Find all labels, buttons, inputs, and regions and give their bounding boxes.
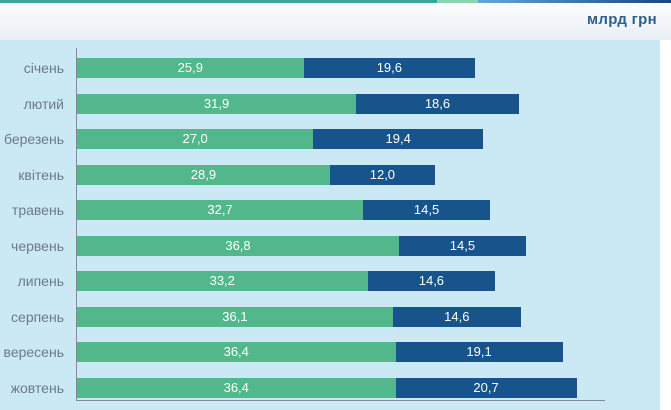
- bar-row: червень 36,8 14,5: [0, 235, 660, 256]
- bar-segment-dark-blue: 12,0: [329, 164, 435, 185]
- category-label: червень: [11, 237, 64, 254]
- category-label: жовтень: [10, 379, 64, 396]
- bar-row: вересень 36,4 19,1: [0, 342, 660, 363]
- bar-value-label: 14,5: [413, 202, 440, 218]
- bar-segment-dark-blue: 19,1: [395, 342, 563, 363]
- category-label: вересень: [3, 344, 64, 361]
- bar-row: серпень 36,1 14,6: [0, 306, 660, 327]
- bar-segment-green: 33,2: [77, 271, 368, 292]
- top-accent-line: [0, 0, 671, 3]
- bar-segment-dark-blue: 19,6: [303, 58, 476, 78]
- category-label: березень: [4, 131, 64, 148]
- bar-value-label: 36,1: [222, 308, 248, 324]
- bar-value-label: 31,9: [203, 95, 230, 111]
- bar-value-label: 14,6: [418, 273, 445, 289]
- bar-segment-green: 27,0: [77, 129, 314, 150]
- bar-segment-green: 32,7: [77, 200, 364, 221]
- bar-segment-green: 25,9: [77, 58, 304, 78]
- bar-value-label: 19,6: [376, 60, 402, 75]
- bar-value-label: 33,2: [209, 273, 235, 289]
- bar-value-label: 36,8: [225, 237, 251, 253]
- bar-row: березень 27,0 19,4: [0, 129, 660, 150]
- category-label: лютий: [23, 95, 64, 112]
- bar-row: жовтень 36,4 20,7: [0, 377, 660, 398]
- bar-segment-dark-blue: 18,6: [356, 93, 519, 114]
- category-label: січень: [23, 60, 64, 76]
- bar-value-label: 32,7: [207, 202, 233, 218]
- bar-segment-dark-blue: 19,4: [313, 129, 484, 150]
- x-axis-line: [76, 400, 605, 401]
- bar-value-label: 14,6: [444, 308, 470, 324]
- bar-segment-green: 36,1: [77, 306, 393, 327]
- bar-row: лютий 31,9 18,6: [0, 93, 660, 114]
- bar-value-label: 36,4: [223, 344, 249, 360]
- accent-teal-segment: [0, 0, 437, 3]
- bar-value-label: 14,5: [449, 237, 476, 253]
- bar-segment-dark-blue: 14,5: [399, 235, 526, 256]
- accent-blue-segment: [478, 0, 671, 3]
- bar-value-label: 25,9: [177, 60, 203, 75]
- bar-row: липень 33,2 14,6: [0, 271, 660, 292]
- bar-value-label: 19,1: [466, 344, 492, 360]
- bar-value-label: 28,9: [190, 166, 217, 182]
- category-label: серпень: [11, 308, 64, 325]
- bar-row: квітень 28,9 12,0: [0, 164, 660, 185]
- bar-segment-dark-blue: 14,5: [363, 200, 490, 221]
- bar-segment-green: 36,8: [77, 235, 399, 256]
- unit-label: млрд грн: [587, 11, 657, 28]
- category-label: травень: [11, 202, 64, 219]
- bar-segment-dark-blue: 20,7: [395, 377, 577, 398]
- bar-value-label: 20,7: [473, 379, 499, 395]
- bar-value-label: 19,4: [385, 131, 411, 147]
- chart-header: млрд грн: [0, 3, 671, 40]
- y-axis-line: [76, 48, 77, 401]
- bar-row: січень 25,9 19,6: [0, 58, 660, 78]
- bar-value-label: 18,6: [424, 95, 451, 111]
- chart-panel: січень 25,9 19,6 лютий 31,9 18,6 березень 27,0 1…: [0, 40, 660, 410]
- bar-segment-green: 28,9: [77, 164, 330, 185]
- bar-value-label: 36,4: [223, 379, 249, 395]
- bar-value-label: 27,0: [182, 131, 208, 147]
- bar-segment-green: 36,4: [77, 377, 396, 398]
- bar-value-label: 12,0: [369, 166, 396, 182]
- category-label: липень: [17, 273, 64, 290]
- bar-segment-green: 31,9: [77, 93, 357, 114]
- bar-segment-dark-blue: 14,6: [367, 271, 496, 292]
- bar-segment-green: 36,4: [77, 342, 396, 363]
- bar-row: травень 32,7 14,5: [0, 200, 660, 221]
- bar-segment-dark-blue: 14,6: [392, 306, 521, 327]
- accent-mint-segment: [437, 0, 478, 3]
- category-label: квітень: [18, 166, 64, 183]
